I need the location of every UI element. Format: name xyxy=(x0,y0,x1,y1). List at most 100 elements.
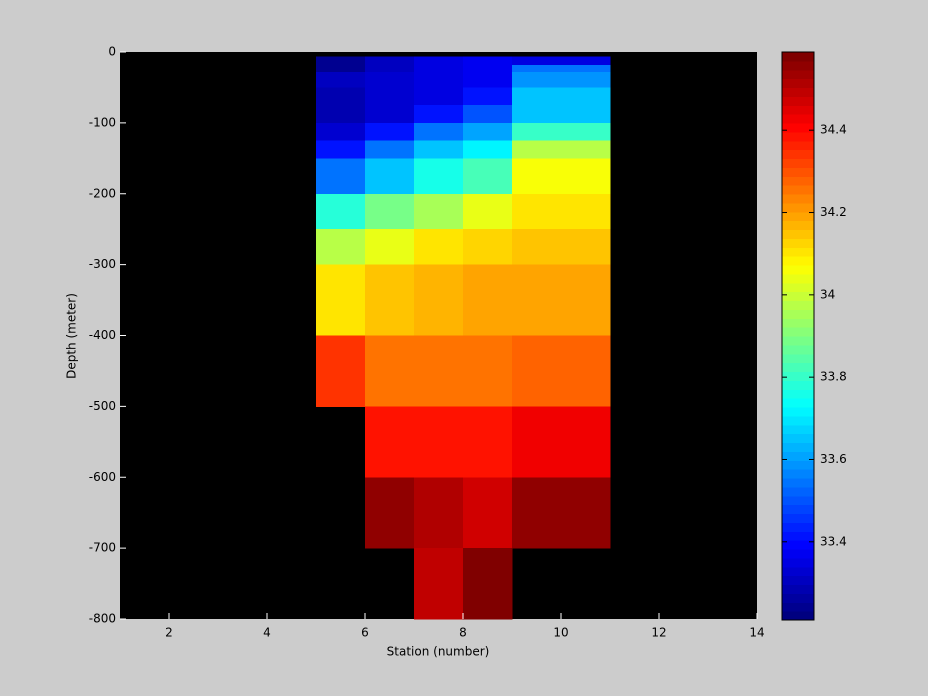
heatmap-cell xyxy=(365,87,415,106)
colorbar-segment xyxy=(782,167,814,177)
heatmap-cell xyxy=(463,193,513,230)
colorbar-segment xyxy=(782,238,814,248)
colorbar-segment xyxy=(782,531,814,541)
y-tick-label: -100 xyxy=(89,115,116,129)
colorbar-segment xyxy=(782,256,814,266)
colorbar-segment xyxy=(782,433,814,443)
heatmap-cell xyxy=(414,87,464,106)
heatmap-cell xyxy=(414,140,464,159)
colorbar-segment xyxy=(782,602,814,612)
heatmap-cell xyxy=(365,406,415,478)
heatmap-cell xyxy=(365,105,415,124)
colorbar-segment xyxy=(782,69,814,80)
heatmap-cell xyxy=(414,229,464,266)
heatmap-cell xyxy=(512,229,611,266)
heatmap-cell xyxy=(414,406,464,478)
colorbar-segment xyxy=(782,389,814,399)
y-tick-label: -800 xyxy=(89,612,116,626)
colorbar-segment xyxy=(782,194,814,204)
colorbar-segment xyxy=(782,131,814,142)
colorbar-segment xyxy=(782,291,814,301)
heatmap-cell xyxy=(512,105,611,124)
colorbar-segment xyxy=(782,442,814,452)
heatmap-cell xyxy=(463,229,513,266)
heatmap-cell xyxy=(512,264,611,336)
colorbar-segment xyxy=(782,380,814,390)
heatmap-cell xyxy=(463,64,513,73)
colorbar-frame xyxy=(781,51,815,621)
heatmap-cell xyxy=(365,193,415,230)
heatmap-cell xyxy=(414,122,464,142)
colorbar-segment xyxy=(782,424,814,435)
heatmap-cell xyxy=(512,193,611,230)
y-tick-label: -700 xyxy=(89,541,116,555)
colorbar-segment xyxy=(782,300,814,310)
heatmap-cell xyxy=(463,335,513,407)
heatmap-cell xyxy=(512,406,611,478)
x-tick-label: 8 xyxy=(459,626,467,640)
heatmap-cell xyxy=(365,264,415,336)
colorbar-segment xyxy=(782,96,814,106)
heatmap-cell xyxy=(463,158,513,195)
colorbar-segment xyxy=(782,336,814,346)
colorbar-segment xyxy=(782,247,814,257)
colorbar-tick-label: 33.8 xyxy=(820,370,847,384)
colorbar-segment xyxy=(782,566,814,577)
colorbar-segment xyxy=(782,575,814,585)
y-axis-label: Depth (meter) xyxy=(65,293,79,379)
colorbar-segment xyxy=(782,460,814,470)
heatmap-cell xyxy=(414,158,464,195)
heatmap-cell xyxy=(512,71,611,88)
colorbar-segment xyxy=(782,513,814,523)
heatmap-cell xyxy=(463,406,513,478)
x-tick-label: 6 xyxy=(361,626,369,640)
heatmap-cell xyxy=(316,229,366,266)
heatmap-cell xyxy=(365,335,415,407)
colorbar-segment xyxy=(782,149,814,159)
heatmap-cell xyxy=(463,105,513,124)
y-tick-label: -200 xyxy=(89,186,116,200)
heatmap-cell xyxy=(365,71,415,88)
heatmap-cell xyxy=(463,87,513,106)
colorbar-segment xyxy=(782,371,814,381)
y-tick-label: -300 xyxy=(89,257,116,271)
heatmap-cell xyxy=(316,264,366,336)
colorbar-segment xyxy=(782,211,814,222)
heatmap-cell xyxy=(316,335,366,407)
heatmap-cell xyxy=(365,229,415,266)
x-axis-label: Station (number) xyxy=(387,645,490,659)
heatmap-cell xyxy=(365,158,415,195)
heatmap-cell xyxy=(512,335,611,407)
colorbar-segment xyxy=(782,105,814,115)
colorbar-segment xyxy=(782,478,814,488)
x-tick-label: 4 xyxy=(263,626,271,640)
heatmap-cell xyxy=(512,87,611,106)
heatmap-cell xyxy=(365,122,415,142)
heatmap-cell xyxy=(316,122,366,142)
colorbar-segment xyxy=(782,220,814,230)
colorbar-segment xyxy=(782,282,814,293)
colorbar-segment xyxy=(782,469,814,479)
heatmap-cell xyxy=(316,193,366,230)
heatmap-cell xyxy=(512,122,611,142)
colorbar-segment xyxy=(782,415,814,426)
colorbar-tick-label: 34.4 xyxy=(820,123,847,137)
heatmap-cell xyxy=(365,477,415,549)
heatmap-cell xyxy=(463,56,513,66)
heatmap-cell xyxy=(512,158,611,195)
x-tick-label: 12 xyxy=(651,626,666,640)
heatmap-cell xyxy=(414,105,464,124)
heatmap-cell xyxy=(316,140,366,159)
colorbar-segment xyxy=(782,522,814,532)
heatmap-cell xyxy=(512,56,611,66)
heatmap-cell xyxy=(463,140,513,159)
colorbar-segment xyxy=(782,318,814,328)
heatmap-cell xyxy=(414,264,464,336)
colorbar-segment xyxy=(782,327,814,337)
heatmap-cell xyxy=(414,477,464,549)
colorbar-segment xyxy=(782,557,814,568)
colorbar-segment xyxy=(782,540,814,550)
heatmap-cell xyxy=(414,548,464,620)
colorbar-segment xyxy=(782,611,814,621)
